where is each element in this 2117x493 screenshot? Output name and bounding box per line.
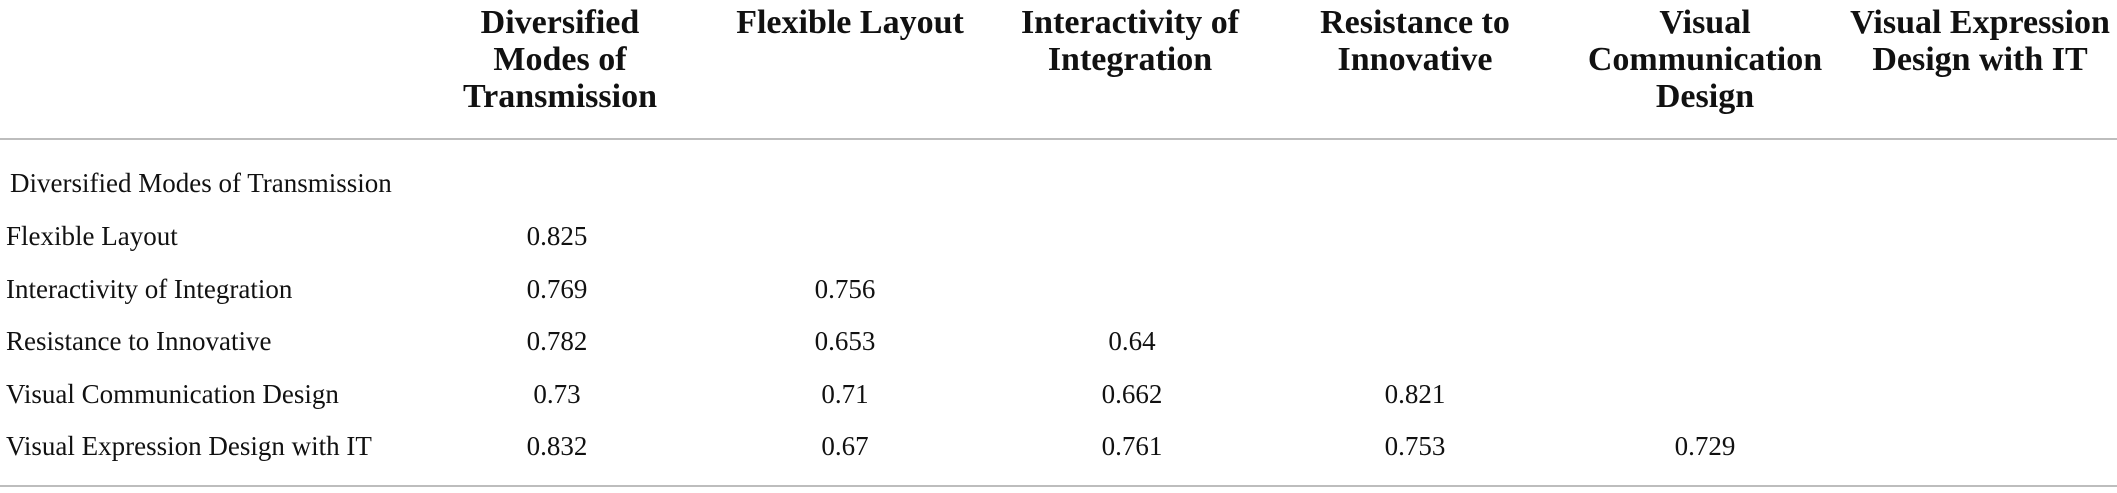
header-divider [0, 138, 2117, 140]
table-cell: 0.64 [1108, 326, 1156, 356]
column-header-flexible-layout: Flexible Layout [736, 4, 964, 41]
table-cell: 0.73 [533, 379, 581, 409]
table-cell: 0.761 [1101, 431, 1163, 461]
table-row: Resistance to Innovative 0.782 0.653 0.6… [0, 315, 2117, 367]
table-cell: 0.753 [1384, 431, 1446, 461]
row-label: Visual Communication Design [6, 379, 339, 409]
column-header-interactivity-of-integration: Interactivity of Integration [1020, 4, 1240, 78]
table-row: Interactivity of Integration 0.769 0.756 [0, 263, 2117, 315]
row-label: Interactivity of Integration [6, 274, 293, 304]
table-cell: 0.832 [526, 431, 588, 461]
table-cell: 0.756 [814, 274, 876, 304]
table-cell: 0.71 [821, 379, 869, 409]
table-cell: 0.782 [526, 326, 588, 356]
table-row: Visual Expression Design with IT 0.832 0… [0, 420, 2117, 472]
table-cell: 0.653 [814, 326, 876, 356]
column-header-diversified-modes: Diversified Modes of Transmission [463, 4, 657, 115]
table-row: Diversified Modes of Transmission [0, 157, 2117, 209]
row-label: Visual Expression Design with IT [6, 431, 372, 461]
table-cell: 0.67 [821, 431, 869, 461]
column-header-visual-expression-design: Visual Expression Design with IT [1850, 4, 2110, 78]
table-bottom-divider [0, 485, 2117, 487]
table-cell: 0.662 [1101, 379, 1163, 409]
table-cell: 0.729 [1674, 431, 1736, 461]
column-header-resistance-to-innovative: Resistance to Innovative [1320, 4, 1510, 78]
table-cell: 0.825 [526, 221, 588, 251]
table-row: Flexible Layout 0.825 [0, 210, 2117, 262]
row-label: Diversified Modes of Transmission [10, 168, 392, 198]
table-header-row: Diversified Modes of Transmission Flexib… [0, 0, 2117, 138]
column-header-visual-communication-design: Visual Communication Design [1587, 4, 1823, 115]
table-row: Visual Communication Design 0.73 0.71 0.… [0, 368, 2117, 420]
table-cell: 0.821 [1384, 379, 1446, 409]
row-label: Resistance to Innovative [6, 326, 272, 356]
table-cell: 0.769 [526, 274, 588, 304]
row-label: Flexible Layout [6, 221, 178, 251]
